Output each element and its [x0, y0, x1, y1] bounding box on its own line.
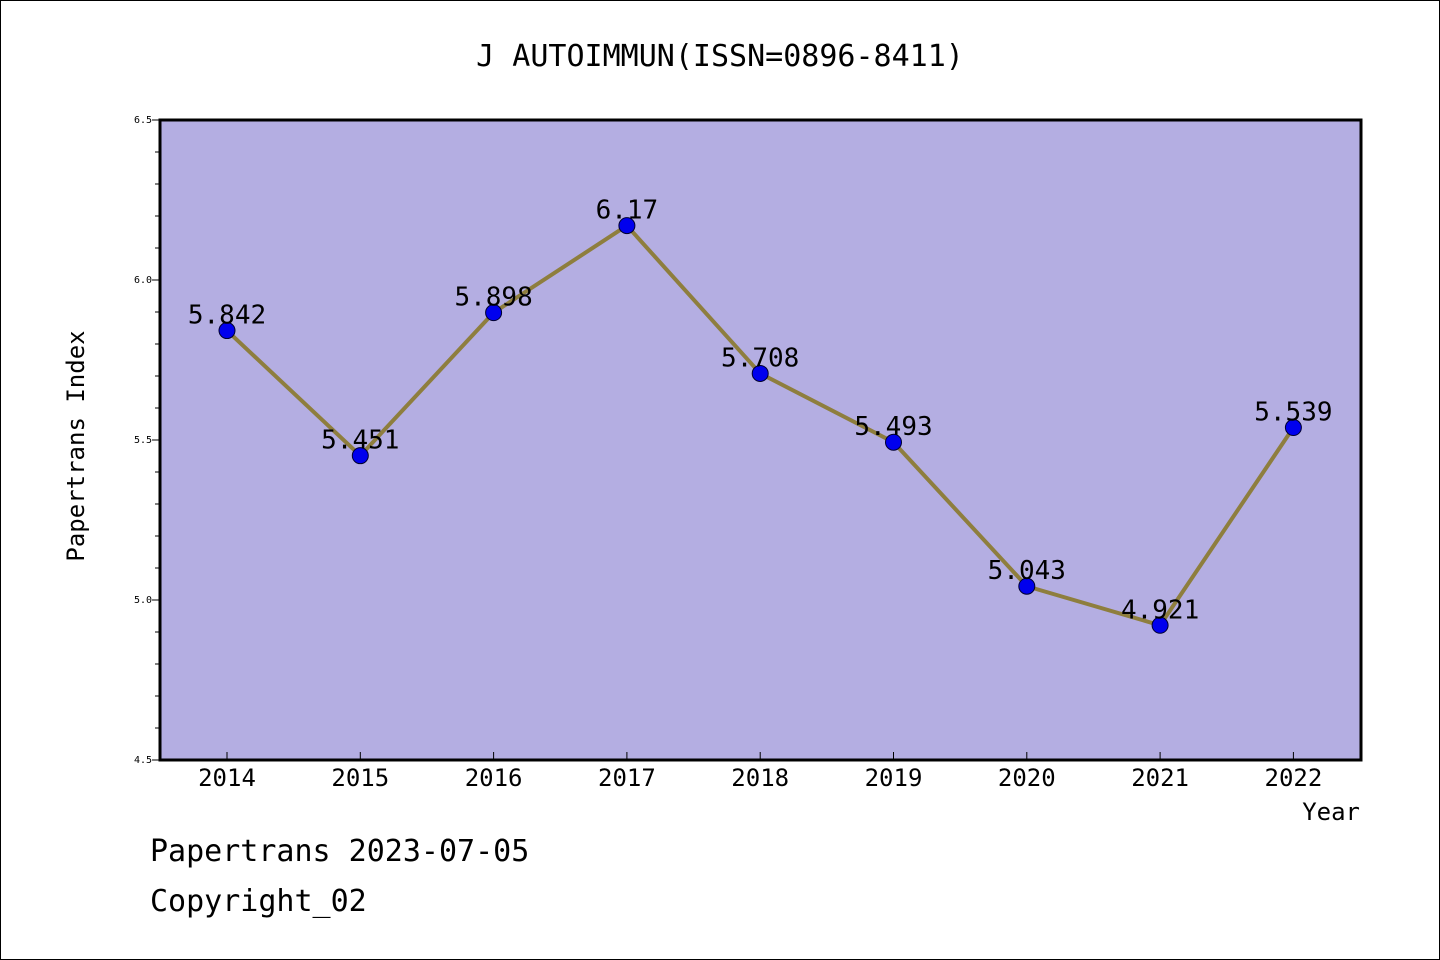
x-axis: 2014 2015 2016 2017 2018 2019 2020 2021 2022 — [198, 752, 1322, 792]
x-tick-label: 2016 — [465, 764, 523, 792]
x-tick-label: 2022 — [1265, 764, 1323, 792]
x-axis-label: Year — [1302, 798, 1360, 826]
plot-area — [160, 120, 1361, 760]
footer-date: Papertrans 2023-07-05 — [150, 834, 530, 869]
x-tick-label: 2014 — [198, 764, 256, 792]
y-axis-label: Papertrans Index — [62, 330, 90, 561]
y-tick-label: 5.0 — [134, 595, 152, 606]
data-label: 5.043 — [988, 556, 1066, 586]
data-label: 5.708 — [721, 343, 799, 373]
x-tick-label: 2018 — [731, 764, 789, 792]
data-label: 5.842 — [188, 301, 266, 331]
y-tick-label: 6.0 — [134, 275, 152, 286]
data-label: 4.921 — [1121, 595, 1199, 625]
data-point — [485, 304, 503, 322]
x-tick-label: 2015 — [331, 764, 389, 792]
data-point — [751, 364, 769, 382]
footer-copyright: Copyright_02 — [150, 884, 367, 919]
data-point — [1018, 577, 1036, 595]
y-axis: 4.5 5.0 5.5 6.0 6.5 — [134, 115, 160, 766]
y-tick-label: 6.5 — [134, 115, 152, 126]
data-label: 5.493 — [854, 412, 932, 442]
data-point — [218, 322, 236, 340]
x-tick-label: 2021 — [1131, 764, 1189, 792]
data-labels: 5.842 5.451 5.898 6.17 5.708 5.493 5.043 4.921 5… — [188, 196, 1333, 626]
chart-title: J AUTOIMMUN(ISSN=0896-8411) — [476, 39, 964, 74]
x-tick-label: 2020 — [998, 764, 1056, 792]
data-point — [1284, 419, 1302, 437]
data-point — [351, 447, 369, 465]
data-markers — [218, 217, 1302, 634]
x-tick-label: 2017 — [598, 764, 656, 792]
data-label: 5.451 — [321, 426, 399, 456]
x-tick-label: 2019 — [865, 764, 923, 792]
data-point — [1151, 616, 1169, 634]
plot-border — [158, 118, 1363, 762]
y-tick-label: 5.5 — [134, 435, 152, 446]
data-label: 5.539 — [1254, 398, 1332, 428]
data-label: 6.17 — [596, 196, 659, 226]
y-tick-label: 4.5 — [134, 755, 152, 766]
data-point — [618, 217, 636, 235]
data-label: 5.898 — [454, 283, 532, 313]
data-point — [885, 433, 902, 451]
